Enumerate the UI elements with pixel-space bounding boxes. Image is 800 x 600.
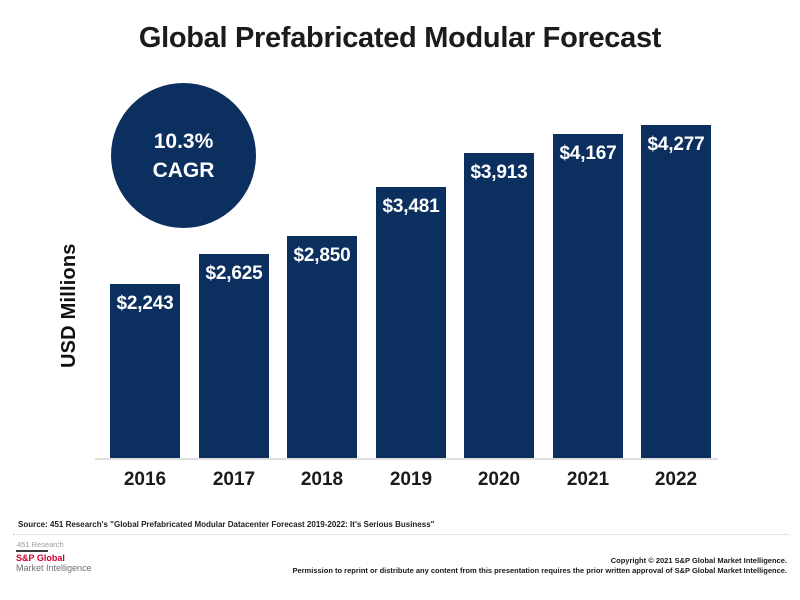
x-tick-2017: 2017: [212, 469, 256, 490]
footer-divider: [13, 534, 789, 535]
bar-2019: $3,481: [376, 187, 446, 459]
x-tick-2018: 2018: [300, 469, 344, 490]
bars-container: $2,243 $2,625 $2,850 $3,481 $3,913 $4,167 $4,2…: [110, 125, 711, 459]
x-tick-2016: 2016: [123, 469, 167, 490]
bar-value-label-2018: $2,850: [293, 245, 351, 266]
x-tick-2020: 2020: [477, 469, 521, 490]
source-citation: Source: 451 Research's "Global Prefabric…: [18, 520, 435, 529]
bar-2018: $2,850: [287, 236, 357, 459]
x-tick-2021: 2021: [566, 469, 610, 490]
bar-2022: $4,277: [641, 125, 711, 459]
y-axis-label: USD Millions: [58, 243, 80, 368]
bar-value-label-2021: $4,167: [559, 143, 617, 164]
cagr-label: CAGR: [152, 158, 215, 182]
bar-2020: $3,913: [464, 153, 534, 459]
bar-value-label-2022: $4,277: [647, 134, 705, 155]
bar-value-label-2016: $2,243: [116, 293, 174, 314]
page-title: Global Prefabricated Modular Forecast: [138, 22, 662, 54]
cagr-percent: 10.3%: [153, 129, 214, 153]
brand-451-research: 451 Research: [17, 540, 64, 549]
bar-2021: $4,167: [553, 134, 623, 459]
brand-sp-global: S&P Global: [16, 553, 65, 563]
x-tick-2022: 2022: [654, 469, 698, 490]
x-axis-baseline: [95, 458, 718, 460]
copyright-line-2: Permission to reprint or distribute any …: [292, 566, 787, 575]
x-axis-labels: 2016 2017 2018 2019 2020 2021 2022: [0, 469, 800, 493]
copyright-notice: Copyright © 2021 S&P Global Market Intel…: [27, 556, 787, 576]
copyright-line-1: Copyright © 2021 S&P Global Market Intel…: [610, 556, 787, 565]
bar-value-label-2020: $3,913: [470, 162, 528, 183]
bar-2016: $2,243: [110, 284, 180, 459]
bar-value-label-2017: $2,625: [205, 263, 263, 284]
bar-value-label-2019: $3,481: [382, 196, 440, 217]
bar-2017: $2,625: [199, 254, 269, 459]
x-tick-2019: 2019: [389, 469, 433, 490]
brand-logo-rule: [16, 550, 48, 552]
brand-market-intelligence: Market Intelligence: [16, 563, 92, 573]
cagr-circle-badge: 10.3% CAGR: [111, 83, 256, 228]
